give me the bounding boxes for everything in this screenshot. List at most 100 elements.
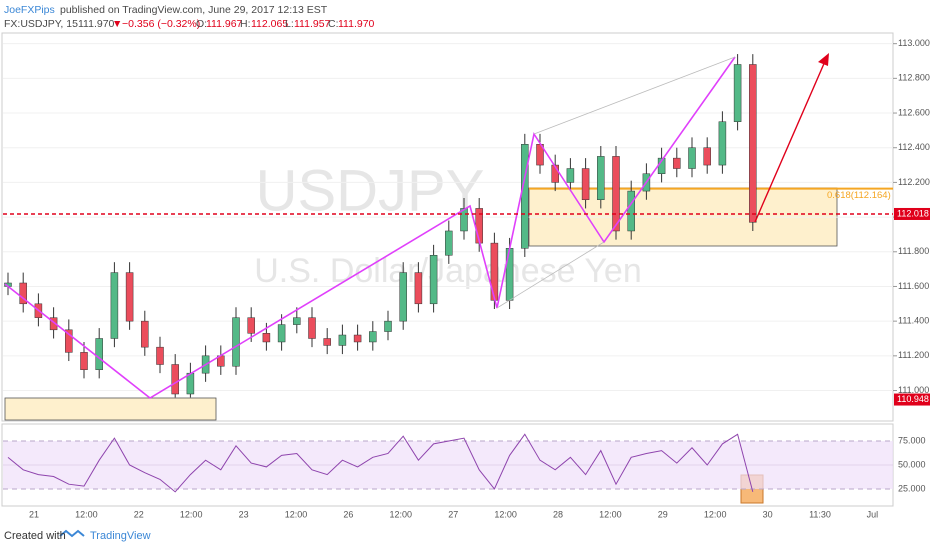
candle-body: [597, 156, 605, 201]
candle-body: [186, 372, 195, 395]
candle-body: [369, 331, 377, 343]
footer-brand[interactable]: TradingView: [90, 530, 151, 542]
trend-line: [533, 56, 736, 135]
x-tick-label: 30: [763, 509, 773, 519]
candle-body: [232, 317, 240, 367]
y-tick-label: 111.000: [898, 385, 929, 395]
zone-box: [4, 397, 217, 421]
candle-body: [521, 144, 529, 249]
candle-body: [49, 317, 58, 331]
candle-body: [429, 254, 438, 305]
y-tick-label: 111.800: [898, 246, 929, 256]
candle-body: [262, 333, 271, 343]
low: 111.957: [294, 18, 331, 30]
rsi-line: [7, 433, 754, 493]
candle-body: [673, 157, 681, 169]
candle-body: [627, 190, 635, 232]
y-tick-label: 111.600: [898, 281, 929, 291]
candle-body: [323, 338, 331, 346]
candle-body: [688, 147, 696, 169]
l-label: L:: [285, 18, 294, 30]
candle-body: [460, 208, 468, 232]
candle-body: [308, 317, 316, 339]
candle-body: [80, 352, 88, 370]
candle-body: [384, 320, 392, 332]
y-tick-label: 75.000: [898, 435, 926, 445]
x-tick-label: 28: [553, 509, 563, 519]
x-tick-label: 11:30: [809, 509, 831, 519]
open: 111.967: [206, 18, 243, 30]
price-pane: [1, 32, 894, 422]
candle-body: [247, 317, 255, 334]
y-tick-label: 111.200: [898, 350, 929, 360]
candle-body: [171, 364, 179, 395]
candle-body: [505, 248, 514, 301]
candle-body: [125, 272, 134, 322]
close: 111.970: [338, 18, 375, 30]
x-tick-label: 29: [658, 509, 668, 519]
y-tick-label: 112.200: [898, 177, 930, 187]
candle-body: [566, 168, 575, 183]
y-tick-label: 25.000: [898, 483, 926, 493]
y-tick-label: 112.800: [898, 73, 930, 83]
candle-body: [718, 121, 727, 166]
candle-body: [414, 272, 423, 305]
y-tick-label: 111.400: [898, 316, 929, 326]
watermark-description: U.S. Dollar/Japanese Yen: [254, 252, 641, 290]
o-label: O:: [196, 18, 207, 30]
candle-body: [293, 317, 301, 325]
candle-body: [353, 334, 362, 343]
change: −0.356 (−0.32%): [122, 18, 200, 30]
candle-body: [581, 168, 590, 201]
x-tick-label: 22: [134, 509, 144, 519]
candle-body: [612, 156, 620, 232]
logo: [59, 529, 85, 538]
candle-body: [703, 147, 711, 166]
x-tick-label: 12:00: [599, 509, 622, 519]
x-tick-label: 12:00: [285, 509, 308, 519]
x-tick-label: 23: [239, 509, 249, 519]
candle-body: [399, 272, 407, 322]
x-tick-label: 21: [29, 509, 39, 519]
candle-body: [19, 282, 27, 305]
projection-arrow: [754, 58, 827, 223]
candle-body: [445, 230, 453, 256]
price-tag: [894, 393, 930, 406]
published: published on TradingView.com, June 29, 2…: [60, 4, 328, 16]
candle-body: [733, 64, 742, 122]
x-tick-label: 12:00: [494, 509, 517, 519]
candle-body: [141, 320, 149, 348]
candle-body: [65, 329, 73, 353]
price-tag: [894, 207, 930, 220]
candle-body: [338, 334, 347, 346]
candle-body: [95, 338, 103, 370]
x-tick-label: 27: [448, 509, 458, 519]
rsi-band: [3, 441, 893, 489]
x-tick-label: 12:00: [704, 509, 727, 519]
candle-body: [749, 64, 757, 223]
y-tick-label: 112.600: [898, 107, 930, 117]
fib-label: 0.618(112.164): [827, 190, 891, 201]
arrow: ▼: [112, 18, 122, 30]
trend-line: [496, 241, 605, 309]
candle-body: [551, 164, 559, 183]
y-tick-label: 113.000: [898, 38, 930, 48]
watermark-symbol: USDJPY: [256, 158, 485, 223]
author[interactable]: JoeFXPips: [4, 4, 55, 16]
price-tag-label: 110.948: [897, 394, 929, 404]
price-tag-label: 112.018: [897, 208, 929, 218]
last: 111.970: [78, 18, 115, 30]
x-tick-label: 12:00: [180, 509, 203, 519]
x-tick-label: 12:00: [390, 509, 413, 519]
candle-body: [110, 272, 119, 339]
high: 112.065: [251, 18, 288, 30]
x-tick-label: 26: [343, 509, 353, 519]
h-label: H:: [240, 18, 251, 30]
c-label: C:: [328, 18, 339, 30]
candle-body: [277, 324, 286, 343]
footer-created: Created with: [4, 530, 66, 542]
x-tick-label: 12:00: [75, 509, 98, 519]
candle-body: [156, 346, 164, 365]
y-tick-label: 50.000: [898, 459, 926, 469]
